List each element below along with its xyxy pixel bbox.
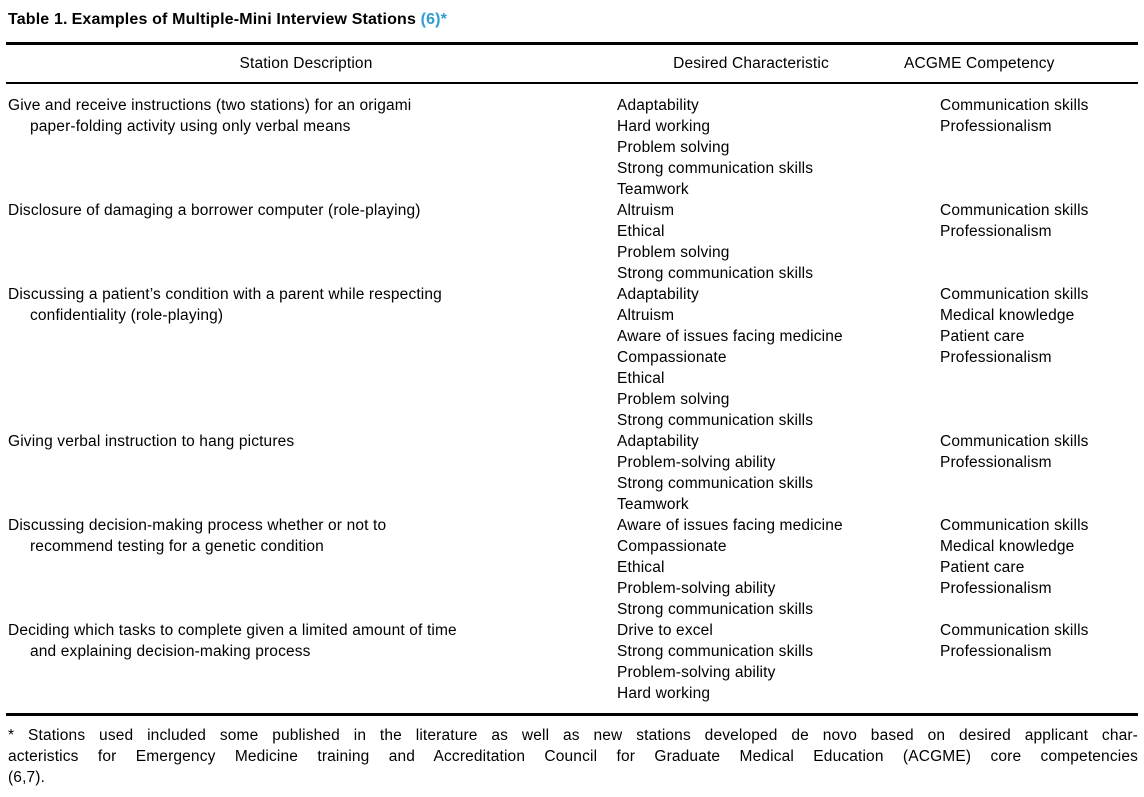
characteristics-cell: Adaptability Problem-solving ability Stron… bbox=[606, 431, 896, 515]
station-description-cell: Give and receive instructions (two stati… bbox=[6, 83, 606, 200]
competency-item: Medical knowledge bbox=[940, 538, 1075, 555]
characteristic-item: Aware of issues facing medicine bbox=[617, 517, 843, 534]
competencies-cell: Communication skills Medical knowledge Pat… bbox=[896, 515, 1138, 620]
col-header-station-description: Station Description bbox=[6, 43, 606, 84]
characteristics-cell: Drive to excel Strong communication skill… bbox=[606, 620, 896, 715]
characteristic-item: Strong communication skills bbox=[617, 160, 814, 177]
table-footnote: * Stations used included some published … bbox=[8, 725, 1138, 788]
characteristic-item: Problem-solving ability bbox=[617, 664, 776, 681]
competencies-cell: Communication skills Professionalism bbox=[896, 83, 1138, 200]
station-description-cell: Deciding which tasks to complete given a… bbox=[6, 620, 606, 715]
characteristic-item: Strong communication skills bbox=[617, 475, 814, 492]
characteristic-item: Problem solving bbox=[617, 244, 730, 261]
characteristic-item: Problem-solving ability bbox=[617, 580, 776, 597]
table-row: Discussing a patient’s condition with a … bbox=[6, 284, 1138, 431]
competency-item: Communication skills bbox=[940, 433, 1089, 450]
characteristic-item: Hard working bbox=[617, 118, 711, 135]
competency-item: Communication skills bbox=[940, 202, 1089, 219]
characteristic-item: Problem solving bbox=[617, 139, 730, 156]
characteristic-item: Strong communication skills bbox=[617, 412, 814, 429]
table-row: Giving verbal instruction to hang pictur… bbox=[6, 431, 1138, 515]
table-title: Table 1. Examples of Multiple-Mini Interv… bbox=[8, 9, 1138, 30]
table-title-text: Examples of Multiple-Mini Interview Stat… bbox=[71, 11, 417, 28]
characteristic-item: Problem solving bbox=[617, 391, 730, 408]
table-body: Give and receive instructions (two stati… bbox=[6, 83, 1138, 715]
competencies-cell: Communication skills Professionalism bbox=[896, 620, 1138, 715]
competency-item: Patient care bbox=[940, 559, 1025, 576]
table-row: Deciding which tasks to complete given a… bbox=[6, 620, 1138, 715]
competency-item: Professionalism bbox=[940, 349, 1052, 366]
characteristic-item: Ethical bbox=[617, 370, 665, 387]
col-header-desired-characteristic: Desired Characteristic bbox=[606, 43, 896, 84]
competencies-cell: Communication skills Professionalism bbox=[896, 200, 1138, 284]
station-description-line: recommend testing for a genetic conditio… bbox=[30, 538, 324, 555]
footnote-line: * Stations used included some published … bbox=[8, 727, 1138, 744]
competency-item: Communication skills bbox=[940, 286, 1089, 303]
characteristic-item: Compassionate bbox=[617, 349, 727, 366]
header-row: Station Description Desired Characterist… bbox=[6, 43, 1138, 84]
competency-item: Professionalism bbox=[940, 643, 1052, 660]
characteristics-cell: Aware of issues facing medicine Compassio… bbox=[606, 515, 896, 620]
characteristic-item: Strong communication skills bbox=[617, 265, 814, 282]
characteristic-item: Hard working bbox=[617, 685, 711, 702]
characteristic-item: Adaptability bbox=[617, 433, 699, 450]
station-description-line: confidentiality (role-playing) bbox=[30, 307, 224, 324]
competencies-cell: Communication skills Medical knowledge Pat… bbox=[896, 284, 1138, 431]
competency-item: Patient care bbox=[940, 328, 1025, 345]
characteristic-item: Aware of issues facing medicine bbox=[617, 328, 843, 345]
competency-item: Communication skills bbox=[940, 517, 1089, 534]
station-description-line: Discussing decision-making process wheth… bbox=[8, 517, 387, 534]
characteristics-cell: Altruism Ethical Problem solving Strong com… bbox=[606, 200, 896, 284]
competencies-cell: Communication skills Professionalism bbox=[896, 431, 1138, 515]
characteristic-item: Drive to excel bbox=[617, 622, 713, 639]
characteristic-item: Ethical bbox=[617, 559, 665, 576]
characteristic-item: Teamwork bbox=[617, 496, 689, 513]
competency-item: Medical knowledge bbox=[940, 307, 1075, 324]
station-description-cell: Discussing decision-making process wheth… bbox=[6, 515, 606, 620]
station-description-line: Giving verbal instruction to hang pictur… bbox=[8, 433, 295, 450]
characteristic-item: Strong communication skills bbox=[617, 601, 814, 618]
station-description-line: paper-folding activity using only verbal… bbox=[30, 118, 351, 135]
competency-item: Professionalism bbox=[940, 580, 1052, 597]
station-description-line: and explaining decision-making process bbox=[30, 643, 311, 660]
citation-link[interactable]: (6)* bbox=[420, 11, 448, 28]
footnote-line: (6,7). bbox=[8, 769, 46, 786]
characteristics-cell: Adaptability Hard working Problem solving S… bbox=[606, 83, 896, 200]
characteristic-item: Problem-solving ability bbox=[617, 454, 776, 471]
characteristic-item: Strong communication skills bbox=[617, 643, 814, 660]
competency-item: Communication skills bbox=[940, 97, 1089, 114]
table-row: Discussing decision-making process wheth… bbox=[6, 515, 1138, 620]
competency-item: Communication skills bbox=[940, 622, 1089, 639]
station-description-cell: Disclosure of damaging a borrower comput… bbox=[6, 200, 606, 284]
table-row: Disclosure of damaging a borrower comput… bbox=[6, 200, 1138, 284]
station-description-line: Disclosure of damaging a borrower comput… bbox=[8, 202, 421, 219]
footnote-line: acteristics for Emergency Medicine train… bbox=[8, 748, 1138, 765]
table-header: Station Description Desired Characterist… bbox=[6, 43, 1138, 84]
station-description-cell: Discussing a patient’s condition with a … bbox=[6, 284, 606, 431]
mmi-stations-table: Station Description Desired Characterist… bbox=[6, 42, 1138, 716]
characteristic-item: Altruism bbox=[617, 307, 675, 324]
station-description-line: Give and receive instructions (two stati… bbox=[8, 97, 412, 114]
station-description-line: Discussing a patient’s condition with a … bbox=[8, 286, 442, 303]
station-description-line: Deciding which tasks to complete given a… bbox=[8, 622, 457, 639]
characteristic-item: Adaptability bbox=[617, 97, 699, 114]
station-description-cell: Giving verbal instruction to hang pictur… bbox=[6, 431, 606, 515]
characteristic-item: Ethical bbox=[617, 223, 665, 240]
characteristic-item: Altruism bbox=[617, 202, 675, 219]
competency-item: Professionalism bbox=[940, 118, 1052, 135]
characteristic-item: Teamwork bbox=[617, 181, 689, 198]
table-number: Table 1. bbox=[8, 11, 68, 28]
characteristics-cell: Adaptability Altruism Aware of issues faci… bbox=[606, 284, 896, 431]
table-row: Give and receive instructions (two stati… bbox=[6, 83, 1138, 200]
characteristic-item: Adaptability bbox=[617, 286, 699, 303]
competency-item: Professionalism bbox=[940, 223, 1052, 240]
characteristic-item: Compassionate bbox=[617, 538, 727, 555]
competency-item: Professionalism bbox=[940, 454, 1052, 471]
col-header-acgme-competency: ACGME Competency bbox=[896, 43, 1138, 84]
